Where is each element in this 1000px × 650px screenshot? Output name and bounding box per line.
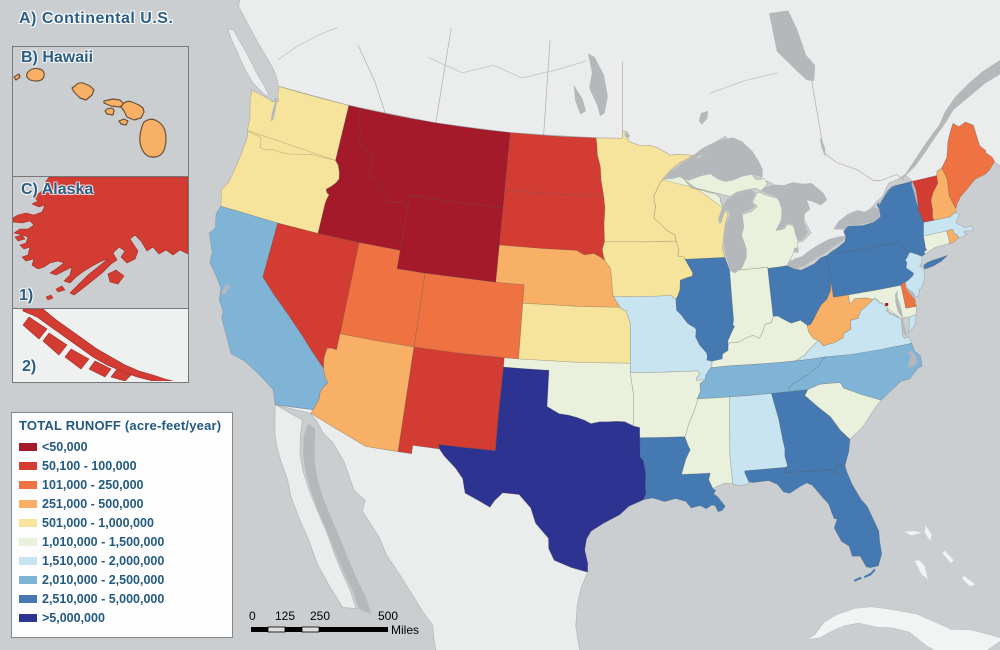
svg-text:250: 250	[310, 609, 330, 623]
svg-text:0: 0	[249, 609, 256, 623]
svg-text:Miles: Miles	[391, 623, 419, 637]
svg-text:500: 500	[378, 609, 398, 623]
svg-text:125: 125	[275, 609, 295, 623]
